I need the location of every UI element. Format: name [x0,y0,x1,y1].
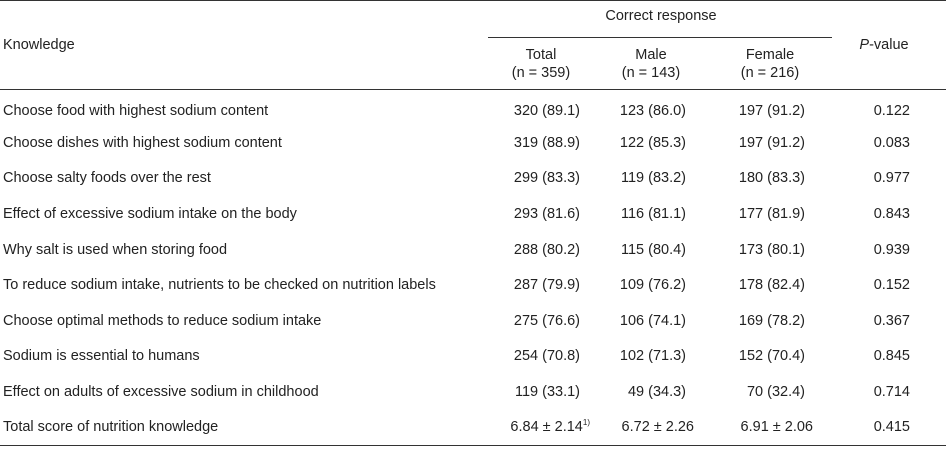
male-cell: 122 (85.3) [619,134,686,151]
female-cell: 197 (91.2) [738,134,805,151]
female-cell: 169 (78.2) [738,312,805,329]
p-value-cell: 0.122 [873,102,910,119]
table-row: Choose dishes with highest sodium conten… [0,125,946,161]
p-value-cell: 0.367 [873,312,910,329]
table-row: Effect of excessive sodium intake on the… [0,196,946,232]
knowledge-cell: Why salt is used when storing food [3,241,228,258]
knowledge-cell: Effect on adults of excessive sodium in … [3,384,319,401]
p-value-cell: 0.415 [873,419,910,436]
female-column-name: Female [745,46,795,63]
table-row: Sodium is essential to humans 254 (70.8)… [0,339,946,375]
total-column-name: Total [525,46,557,63]
knowledge-cell: Choose food with highest sodium content [3,102,269,119]
female-cell: 177 (81.9) [738,206,805,223]
total-cell: 288 (80.2) [513,241,580,258]
male-column-name: Male [635,46,667,63]
knowledge-header-label: Knowledge [3,37,75,53]
p-value-cell: 0.977 [873,170,910,187]
table-row: Effect on adults of excessive sodium in … [0,374,946,410]
table-row: To reduce sodium intake, nutrients to be… [0,267,946,303]
total-cell: 275 (76.6) [513,312,580,329]
male-cell: 115 (80.4) [620,241,686,258]
group-header-label-overlay: Correct response [489,8,833,24]
female-column-header: Female (n = 216) [708,37,832,90]
correct-response-label: Correct response [605,8,717,24]
female-column-n: (n = 216) [740,64,800,81]
total-column-header: Total (n = 359) [488,37,594,90]
p-value-cell: 0.939 [873,241,910,258]
male-cell: 6.72 ± 2.26 [621,419,694,436]
female-cell: 70 (32.4) [746,384,805,401]
female-cell: 180 (83.3) [738,170,805,187]
total-cell: 293 (81.6) [513,206,580,223]
p-value-header-rest: -value [869,37,909,53]
knowledge-cell: Choose dishes with highest sodium conten… [3,134,282,151]
total-cell: 320 (89.1) [513,102,580,119]
p-value-cell: 0.845 [873,348,910,365]
male-cell: 109 (76.2) [619,277,686,294]
p-value-cell: 0.152 [873,277,910,294]
header-row-group: Knowledge P-value [0,0,946,90]
female-cell: 152 (70.4) [738,348,805,365]
male-column-n: (n = 143) [621,64,681,81]
total-cell: 254 (70.8) [513,348,580,365]
male-cell: 116 (81.1) [620,206,686,223]
male-cell: 119 (83.2) [620,170,686,187]
knowledge-cell: Choose optimal methods to reduce sodium … [3,312,322,329]
knowledge-cell: Sodium is essential to humans [3,348,200,365]
table-row: Why salt is used when storing food 288 (… [0,232,946,268]
knowledge-cell: To reduce sodium intake, nutrients to be… [3,277,436,294]
knowledge-cell: Effect of excessive sodium intake on the… [3,206,297,223]
total-column-n: (n = 359) [511,64,571,81]
male-cell: 106 (74.1) [619,312,686,329]
table-row: Choose food with highest sodium content … [0,90,946,126]
total-cell: 287 (79.9) [513,277,580,294]
p-value-header: P-value [832,0,946,90]
knowledge-header: Knowledge [0,0,488,90]
p-value-header-italic: P [859,37,870,53]
total-score-value: 6.84 ± 2.14 [510,419,583,436]
male-cell: 49 (34.3) [627,384,686,401]
female-cell: 197 (91.2) [738,102,805,119]
total-cell: 299 (83.3) [513,170,580,187]
knowledge-cell: Choose salty foods over the rest [3,170,211,187]
footnote-marker: 1) [582,418,590,428]
male-cell: 123 (86.0) [619,102,686,119]
header-row-columns: Total (n = 359) Male (n = 143) Female (n… [0,37,946,90]
total-cell: 119 (33.1) [514,384,580,401]
total-cell: 6.84 ± 2.141) [488,410,594,446]
total-score-row: Total score of nutrition knowledge 6.84 … [0,410,946,446]
knowledge-cell: Total score of nutrition knowledge [3,419,219,436]
female-cell: 6.91 ± 2.06 [740,419,813,436]
p-value-cell: 0.843 [873,206,910,223]
p-value-cell: 0.083 [873,134,910,151]
male-column-header: Male (n = 143) [594,37,708,90]
female-cell: 178 (82.4) [738,277,805,294]
female-cell: 173 (80.1) [738,241,805,258]
total-cell: 319 (88.9) [513,134,580,151]
table-row: Choose salty foods over the rest 299 (83… [0,161,946,197]
table-row: Choose optimal methods to reduce sodium … [0,303,946,339]
male-cell: 102 (71.3) [619,348,686,365]
p-value-cell: 0.714 [873,384,910,401]
